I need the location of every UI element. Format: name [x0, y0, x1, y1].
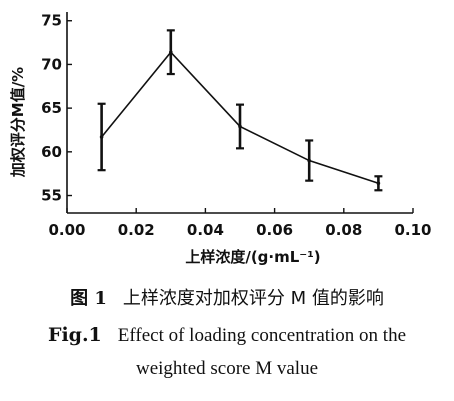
caption-en-text-line2: weighted score M value: [135, 358, 319, 379]
x-tick-label: 0.08: [325, 221, 362, 239]
x-tick-label: 0.02: [118, 221, 155, 239]
data-point: [99, 135, 104, 139]
caption-en-text-line1: Effect of loading concentration on the: [117, 325, 407, 346]
y-axis-label: 加权评分M值/%: [9, 67, 27, 178]
y-tick-label: 70: [41, 55, 62, 73]
chart-axes: 0.00 0.02 0.04 0.06 0.08 0.10 55 60 65 70 75: [41, 12, 431, 239]
line-chart: 0.00 0.02 0.04 0.06 0.08 0.10 55 60 65 70 75 上样浓度/…: [9, 12, 432, 266]
x-tick-label: 0.06: [256, 221, 293, 239]
y-tick-label: 55: [41, 187, 62, 205]
y-tick-label: 65: [41, 99, 62, 117]
caption-chinese: 图 1 上样浓度对加权评分 M 值的影响: [0, 284, 454, 310]
x-axis-label: 上样浓度/(g·mL⁻¹): [185, 248, 320, 266]
x-tick-label: 0.00: [48, 221, 85, 239]
caption-cn-label: 图 1: [70, 288, 107, 309]
data-point: [238, 124, 242, 129]
data-point: [307, 158, 312, 163]
y-tick-label: 60: [41, 143, 62, 161]
data-point: [376, 181, 381, 186]
x-tick-label: 0.10: [394, 221, 431, 239]
chart-marks: [97, 29, 383, 192]
caption-en-label: Fig.1: [47, 324, 102, 346]
y-tick-label: 75: [41, 12, 62, 30]
caption-english-line1: Fig.1 Effect of loading concentration on …: [0, 324, 454, 347]
caption-cn-text: 上样浓度对加权评分 M 值的影响: [122, 288, 384, 309]
x-tick-label: 0.04: [187, 221, 224, 239]
caption-english-line2: weighted score M value: [0, 358, 454, 380]
data-point: [169, 50, 173, 54]
